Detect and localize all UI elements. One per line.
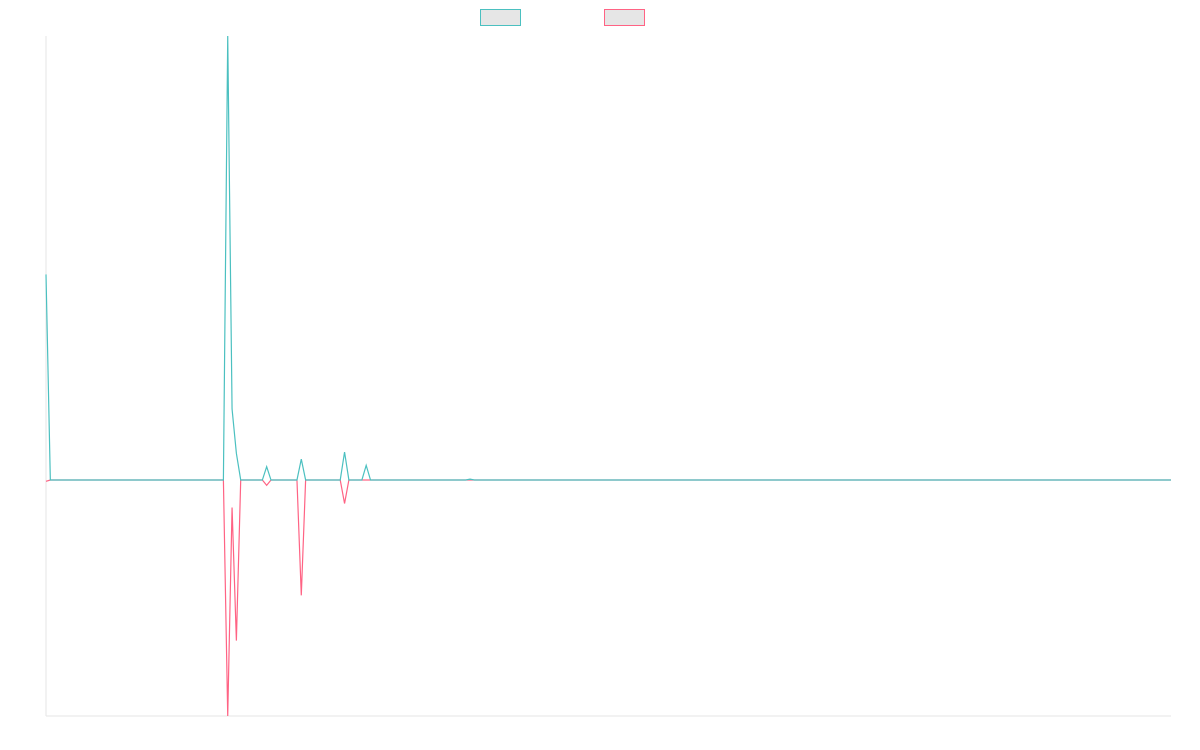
legend-item-2[interactable]: [604, 9, 645, 26]
legend-swatch-1: [480, 9, 521, 26]
legend-item-1[interactable]: [480, 9, 521, 26]
series-line-2: [45, 479, 1171, 717]
legend-swatch-2: [604, 9, 645, 26]
series-line-1: [45, 35, 1171, 481]
